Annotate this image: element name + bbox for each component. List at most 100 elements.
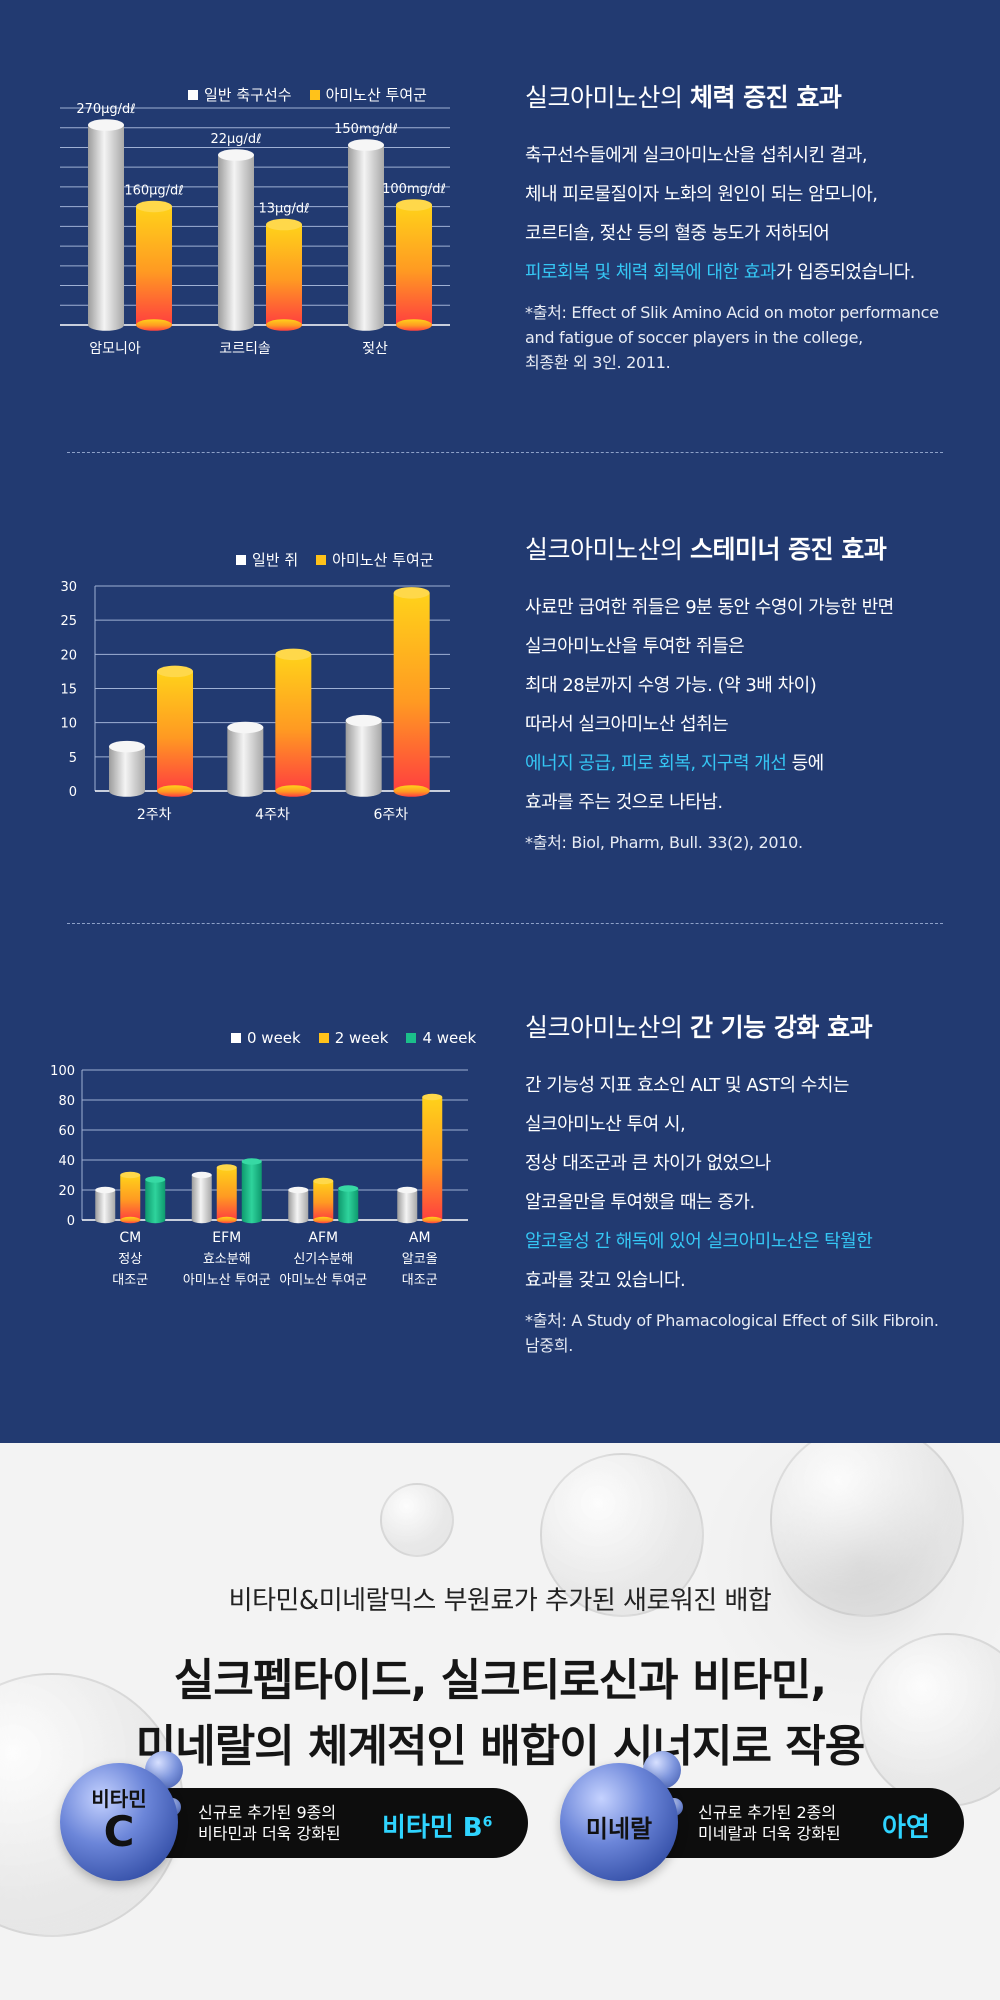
section1-line: 축구선수들에게 실크아미노산을 섭취시킨 결과, [525, 145, 868, 166]
chart2-svg: 0 5 10 15 20 25 30 2주차 4주차 6주차 [60, 580, 450, 823]
section2-line: 최대 28분까지 수영 가능. (약 3배 차이) [525, 675, 817, 696]
legend-label: 일반 쥐 [252, 551, 299, 569]
bar-body [348, 145, 384, 325]
legend-swatch-gold [318, 1033, 329, 1043]
bar-base [348, 319, 384, 331]
section2-line: 실크아미노산을 투여한 쥐들은 [525, 636, 745, 657]
y-tick-label: 5 [69, 751, 77, 766]
promo-section: 비타민&미네랄믹스 부원료가 추가된 새로워진 배합 실크펩타이드, 실크티로신… [0, 1443, 1000, 2000]
bar-cap [348, 139, 384, 151]
bar-cap [218, 149, 254, 161]
x-tick-sublabel: 아미노산 투여군 [279, 1273, 367, 1288]
bar-아미노산 투여군-암모니아 [136, 200, 172, 331]
section1-title: 실크아미노산의 체력 증진 효과 [525, 78, 985, 114]
y-tick-label: 25 [60, 614, 77, 629]
bar-base [266, 319, 302, 331]
section2-line: 효과를 주는 것으로 나타남. [525, 792, 723, 813]
bar-body [345, 720, 382, 791]
chart2-legend: 일반 쥐 아미노산 투여군 [236, 549, 434, 570]
legend-item: 일반 축구선수 [188, 84, 292, 105]
section1-title-bold: 체력 증진 효과 [689, 83, 842, 112]
bar-cap [120, 1171, 141, 1179]
x-tick-label: EFM [212, 1230, 241, 1246]
bar-cap [88, 119, 124, 131]
y-tick-label: 20 [60, 648, 77, 663]
bar-cap [216, 1164, 237, 1171]
section2-line: 사료만 급여한 쥐들은 9분 동안 수영이 가능한 반면 [525, 597, 894, 618]
bar-body [191, 1175, 212, 1220]
bar-2 week-AFM [313, 1177, 334, 1224]
section3-text: 실크아미노산의 간 기능 강화 효과 간 기능성 지표 효소인 ALT 및 AS… [525, 1008, 985, 1358]
promo-headline-line1: 실크펩타이드, 실크티로신과 비타민, [173, 1655, 827, 1706]
bar-0 week-AFM [288, 1186, 309, 1224]
vitamin-strong-sup: 6 [482, 1814, 493, 1831]
vitamin-orb-line2: C [103, 1807, 135, 1856]
legend-swatch-gold [309, 89, 320, 100]
bar-base [109, 785, 145, 797]
vitamin-orb-line1: 비타민 [91, 1787, 147, 1811]
bar-base [393, 785, 430, 797]
vitamin-desc-line2: 비타민과 더욱 강화된 [198, 1824, 341, 1843]
bar-base [288, 1216, 309, 1224]
section3-citation: *출처: A Study of Phamacological Effect of… [525, 1311, 939, 1355]
bar-일반 쥐-2주차 [109, 740, 145, 797]
bar-body [88, 125, 124, 325]
legend-swatch-green [406, 1033, 417, 1043]
mineral-orb-label: 미네랄 [585, 1815, 653, 1843]
decor-bubble [770, 1443, 964, 1617]
bar-cap [191, 1171, 212, 1179]
section1-citation: *출처: Effect of Slik Amino Acid on motor … [525, 303, 939, 372]
x-tick-sublabel: 알코올 [402, 1252, 438, 1267]
bar-body [120, 1175, 141, 1220]
y-tick-label: 100 [50, 1064, 75, 1079]
bar-cap [109, 740, 145, 753]
decor-bubble [380, 1483, 454, 1557]
chart3-legend: 0 week 2 week 4 week [231, 1029, 476, 1047]
bar-cap [145, 1176, 166, 1183]
legend-swatch-gold [316, 554, 327, 565]
bar-base [275, 785, 312, 797]
y-tick-label: 80 [58, 1094, 75, 1109]
bar-일반 축구선수-코르티솔 [218, 149, 254, 331]
y-tick-label: 30 [60, 580, 77, 595]
legend-label: 0 week [247, 1029, 301, 1047]
bar-아미노산 투여군-4주차 [275, 648, 312, 797]
legend-label: 4 week [422, 1029, 477, 1047]
x-tick-sublabel: 신기수분해 [293, 1252, 353, 1267]
bar-base [422, 1216, 443, 1224]
bar-body [241, 1161, 262, 1220]
y-tick-label: 60 [58, 1124, 75, 1139]
legend-swatch-white [188, 89, 198, 100]
section1-line: 체내 피로물질이자 노화의 원인이 되는 암모니아, [525, 184, 878, 205]
bar-cap [345, 714, 382, 727]
bar-cap [136, 200, 172, 213]
bar-cap [157, 665, 193, 678]
decor-bubble [860, 1633, 1000, 1807]
legend-item: 아미노산 투여군 [316, 549, 434, 570]
bar-cap [422, 1093, 443, 1101]
bar-0 week-CM [95, 1186, 116, 1224]
section3-line: 실크아미노산 투여 시, [525, 1114, 686, 1135]
vitamin-strong-text: 비타민 B [382, 1813, 483, 1843]
x-tick-sublabel: 대조군 [402, 1273, 438, 1288]
section1-highlight: 피로회복 및 체력 회복에 대한 효과 [525, 262, 776, 283]
bar-body [95, 1190, 116, 1220]
section3-line: 알코올만을 투여했을 때는 증가. [525, 1192, 755, 1213]
data-label: 270μg/dℓ [76, 102, 135, 117]
x-tick-sublabel: 정상 [118, 1252, 142, 1267]
bar-base [216, 1216, 237, 1224]
bar-2 week-CM [120, 1171, 141, 1224]
section3-line: 효과를 갖고 있습니다. [525, 1270, 686, 1291]
y-tick-label: 10 [60, 717, 77, 732]
legend-label: 아미노산 투여군 [332, 551, 434, 569]
legend-item: 아미노산 투여군 [309, 84, 427, 105]
x-tick-label: AM [409, 1230, 431, 1246]
bar-base [145, 1216, 166, 1224]
bar-cap [313, 1177, 334, 1185]
x-tick-label: 젖산 [362, 341, 388, 357]
promo-headline: 실크펩타이드, 실크티로신과 비타민, 미네랄의 체계적인 배합이 시너지로 작… [0, 1648, 1000, 1780]
bar-base [241, 1216, 262, 1224]
section2-title-bold: 스테미너 증진 효과 [689, 535, 887, 564]
bar-base [338, 1216, 359, 1224]
x-tick-sublabel: 아미노산 투여군 [183, 1273, 271, 1288]
